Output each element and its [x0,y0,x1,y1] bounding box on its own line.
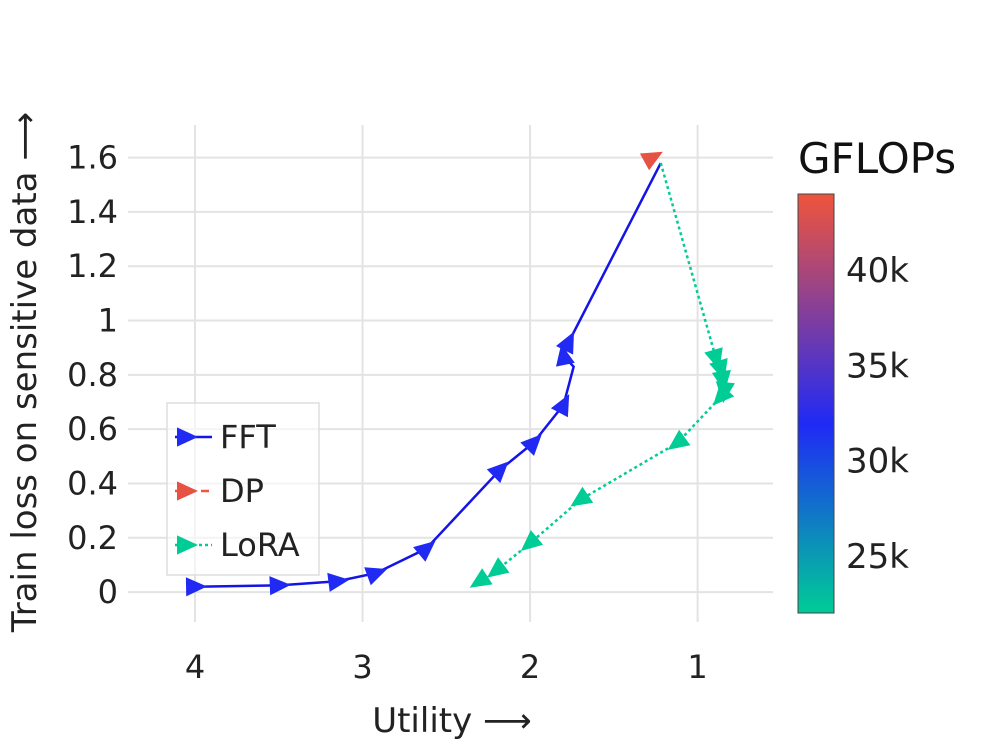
lora-line [479,162,726,583]
legend-lora-marker [177,535,198,555]
lora-marker [713,383,735,406]
y-tick-label: 0.4 [67,464,118,502]
y-tick-label: 1.2 [67,247,118,285]
y-tick-label: 1.6 [67,139,118,177]
y-tick-label: 0.8 [67,356,118,394]
x-tick-label: 2 [520,648,540,686]
fft-marker [364,567,388,586]
y-tick-label: 0.6 [67,410,118,448]
legend-dp-label: DP [220,472,264,510]
series-markers [185,151,735,597]
colorbar-title: GFLOPs [798,134,956,183]
fft-marker [550,394,570,418]
axis-ticks: 4 3 2 1 0 0.2 0.4 0.6 0.8 1 1.2 1.4 1.6 [67,139,708,686]
legend: FFT DP LoRA [166,402,320,576]
colorbar-tick-label: 30k [846,442,909,482]
y-tick-label: 1.4 [67,193,118,231]
fft-marker [185,577,207,597]
y-tick-label: 1 [98,302,118,340]
fft-marker [556,344,575,367]
lora-marker [570,486,594,507]
legend-fft-label: FFT [220,418,276,456]
lora-marker [487,557,510,578]
x-tick-label: 4 [185,648,205,686]
x-tick-label: 3 [352,648,372,686]
x-axis-title: Utility ⟶ [372,701,532,741]
colorbar: GFLOPs 25k 30k 35k 40k [797,134,956,614]
lora-marker [469,568,493,588]
colorbar-tick-label: 40k [846,251,909,291]
fft-marker [327,572,350,592]
fft-marker [269,576,291,596]
fft-marker [556,331,574,355]
y-tick-label: 0.2 [67,519,118,557]
colorbar-gradient [797,193,835,614]
legend-dp-marker [177,481,198,501]
fft-marker [413,541,436,562]
fft-marker [486,461,509,484]
colorbar-tick-label: 35k [846,346,909,386]
lora-marker [667,429,691,450]
dp-marker [639,151,663,171]
colorbar-tick-label: 25k [846,537,909,577]
y-axis-title: Train loss on sensitive data ⟶ [5,112,45,633]
lora-marker [520,530,544,551]
legend-fft-marker [177,427,198,447]
y-tick-label: 0 [98,573,118,611]
legend-lora-label: LoRA [220,526,300,564]
x-tick-label: 1 [687,648,707,686]
fft-marker [520,434,542,456]
